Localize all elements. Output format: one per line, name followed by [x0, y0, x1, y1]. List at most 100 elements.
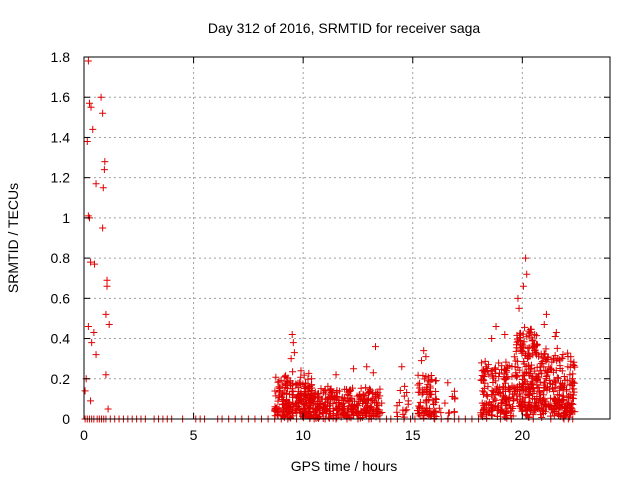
data-point [571, 363, 579, 371]
data-point [491, 390, 499, 398]
data-point [282, 389, 290, 397]
data-point [510, 383, 518, 391]
data-point [544, 354, 552, 362]
data-point [569, 385, 577, 393]
data-point [401, 382, 409, 390]
data-point [290, 349, 298, 357]
data-point [317, 395, 325, 403]
data-point [501, 387, 509, 395]
data-point [500, 373, 508, 381]
data-point [491, 365, 499, 373]
data-point [521, 368, 529, 376]
data-point [272, 406, 280, 414]
data-point [316, 399, 324, 407]
y-tick-label: 1.8 [51, 49, 71, 65]
data-point [81, 387, 89, 395]
data-point [274, 397, 282, 405]
data-point [332, 371, 340, 379]
data-point [444, 379, 452, 387]
data-point [362, 384, 370, 392]
data-point [450, 408, 458, 416]
data-point [534, 375, 542, 383]
y-tick-label: 0.6 [51, 290, 71, 306]
data-point [488, 387, 496, 395]
data-point [354, 407, 362, 415]
data-point [505, 362, 513, 370]
data-point [540, 320, 548, 328]
y-tick-label: 1.2 [51, 170, 71, 186]
data-point [89, 125, 97, 133]
data-point [549, 356, 557, 364]
data-point [289, 368, 297, 376]
data-point [414, 381, 422, 389]
data-point [345, 398, 353, 406]
data-point [535, 373, 543, 381]
data-point [92, 180, 100, 188]
data-point [501, 379, 509, 387]
data-point [510, 397, 518, 405]
data-point [539, 407, 547, 415]
data-point [501, 376, 509, 384]
data-point [418, 390, 426, 398]
data-point [274, 378, 282, 386]
data-point [488, 406, 496, 414]
data-point [538, 369, 546, 377]
data-point [542, 345, 550, 353]
data-point [547, 394, 555, 402]
data-point [528, 334, 536, 342]
data-point [346, 397, 354, 405]
data-point [100, 166, 108, 174]
data-point [332, 394, 340, 402]
data-point [509, 412, 517, 420]
data-point [304, 387, 312, 395]
data-point [376, 392, 384, 400]
data-point [561, 403, 569, 411]
data-point [566, 393, 574, 401]
data-point [552, 329, 560, 337]
data-point [560, 384, 568, 392]
data-point [480, 390, 488, 398]
data-point [363, 363, 371, 371]
data-point [563, 376, 571, 384]
data-point [427, 372, 435, 380]
data-point [294, 399, 302, 407]
data-point [529, 351, 537, 359]
data-point [289, 339, 297, 347]
data-point [514, 396, 522, 404]
chart-title: Day 312 of 2016, SRMTID for receiver sag… [208, 20, 481, 36]
data-point [549, 409, 557, 417]
y-axis-label: SRMTID / TECUs [5, 183, 21, 293]
data-point [517, 404, 525, 412]
data-point [544, 383, 552, 391]
data-point [518, 349, 526, 357]
data-point [415, 402, 423, 410]
data-point [92, 351, 100, 359]
data-point [273, 411, 281, 419]
data-point [566, 380, 574, 388]
data-point [99, 184, 107, 192]
data-point [508, 403, 516, 411]
data-point [529, 372, 537, 380]
data-point [478, 359, 486, 367]
data-point [422, 397, 430, 405]
data-point [300, 400, 308, 408]
data-point [569, 408, 577, 416]
x-tick-label: 0 [80, 427, 88, 443]
data-point [307, 396, 315, 404]
data-point [521, 387, 529, 395]
data-point [279, 381, 287, 389]
data-point [337, 413, 345, 421]
data-point [492, 396, 500, 404]
data-point [426, 405, 434, 413]
data-point [504, 384, 512, 392]
data-point [319, 410, 327, 418]
data-point [422, 353, 430, 361]
data-point [478, 367, 486, 375]
data-point [523, 333, 531, 341]
data-point [540, 350, 548, 358]
data-point [414, 409, 422, 417]
data-point [333, 406, 341, 414]
x-tick-label: 5 [190, 427, 198, 443]
data-point [538, 359, 546, 367]
data-point [533, 377, 541, 385]
